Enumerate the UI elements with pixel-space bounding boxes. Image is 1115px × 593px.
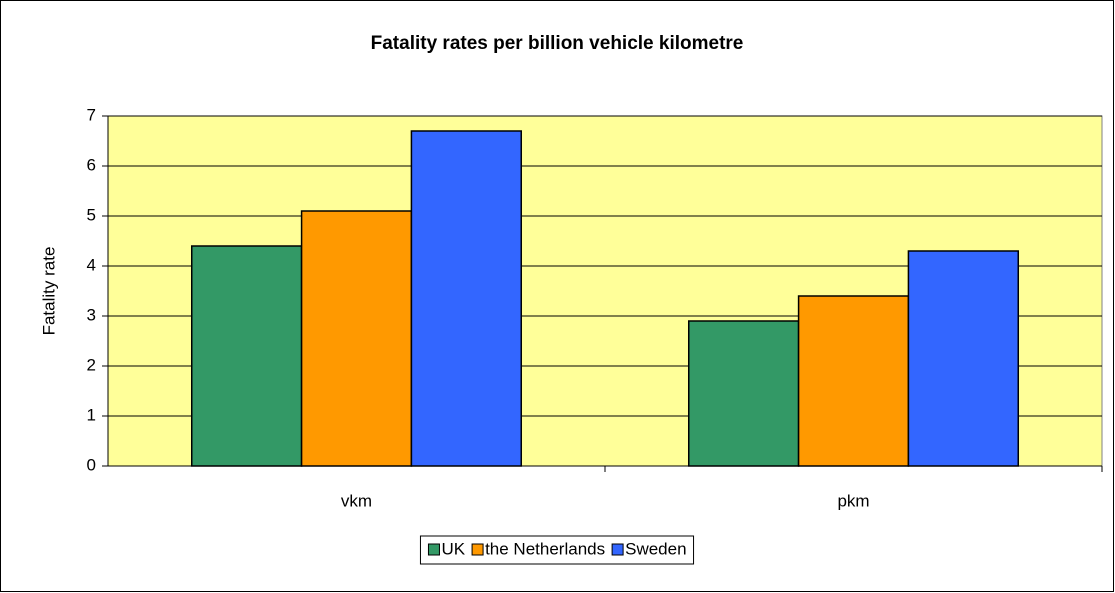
bar [907, 250, 1020, 467]
bar [300, 210, 413, 467]
y-tick-label: 3 [87, 305, 96, 324]
chart-title: Fatality rates per billion vehicle kilom… [371, 33, 744, 54]
y-tick-label: 1 [87, 405, 96, 424]
y-tick-label: 2 [87, 355, 96, 374]
x-tick-label: vkm [341, 491, 372, 510]
legend-swatch [611, 543, 624, 556]
legend-label: UK [441, 539, 465, 558]
legend-label: Sweden [625, 539, 686, 558]
y-axis-label: Fatality rate [39, 247, 58, 336]
legend [419, 535, 695, 565]
y-tick-label: 6 [87, 155, 96, 174]
y-tick-label: 4 [87, 255, 96, 274]
legend-swatch [471, 543, 484, 556]
bar [797, 295, 910, 467]
bar [190, 245, 303, 467]
bar [687, 320, 800, 467]
legend-label: the Netherlands [485, 539, 605, 558]
bar [410, 130, 523, 467]
legend-swatch [427, 543, 440, 556]
y-tick-label: 7 [87, 105, 96, 124]
x-tick-label: pkm [837, 491, 869, 510]
y-tick-label: 5 [87, 205, 96, 224]
y-tick-label: 0 [87, 455, 96, 474]
